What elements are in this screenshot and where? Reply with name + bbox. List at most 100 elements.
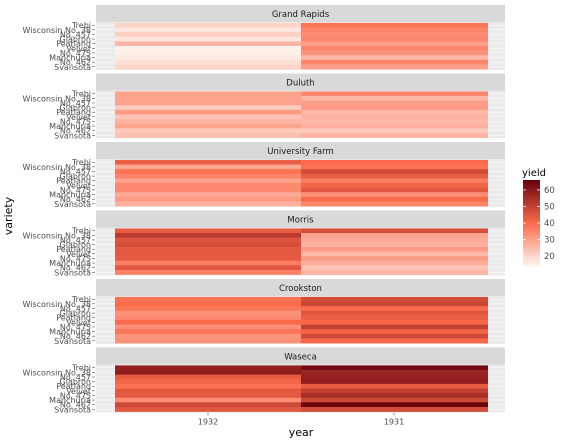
y-tick-label: Peatland	[56, 382, 91, 391]
legend-colorbar-segment	[523, 238, 540, 241]
legend-colorbar-segment	[523, 190, 540, 192]
heatmap-tile	[115, 310, 301, 316]
heatmap-tile	[301, 370, 488, 375]
y-tick-label: Manchuria	[49, 191, 91, 200]
heatmap-tile	[301, 64, 488, 70]
y-tick-label: Svansota	[54, 268, 91, 277]
heatmap-tile	[301, 159, 488, 165]
x-tick-label: 1932	[198, 418, 218, 427]
heatmap-tile	[115, 397, 301, 403]
legend-colorbar-segment	[523, 195, 540, 198]
legend-colorbar-segment	[523, 201, 540, 204]
legend: yield 20 30 40 50 60	[522, 168, 555, 267]
y-tick-label: Svansota	[54, 337, 91, 346]
legend-colorbar-segment	[523, 184, 540, 187]
legend-colorbar-segment	[523, 241, 540, 244]
y-tick-label: Manchuria	[49, 259, 91, 268]
heatmap-tile	[301, 201, 488, 207]
legend-colorbar-segment	[523, 264, 540, 267]
heatmap-tile	[115, 379, 301, 385]
y-tick-label: Velvet	[66, 318, 91, 327]
heatmap-tile	[301, 402, 488, 408]
heatmap-tile	[301, 260, 488, 266]
heatmap-tile	[301, 333, 488, 339]
legend-colorbar-segment	[523, 212, 540, 215]
y-tick-label: Peatland	[56, 40, 91, 49]
y-tick-label: Svansota	[54, 200, 91, 209]
legend-break-label: 60	[544, 186, 555, 196]
heatmap-tile	[301, 91, 488, 97]
legend-colorbar-segment	[523, 182, 540, 185]
y-tick-label: Glabron	[60, 241, 91, 250]
y-tick-label: Glabron	[60, 35, 91, 44]
legend-colorbar-segment	[523, 208, 540, 211]
heatmap-tile	[115, 109, 301, 115]
legend-break-label: 40	[544, 219, 555, 229]
y-tick-label: Manchuria	[49, 122, 91, 131]
heatmap-tile	[115, 100, 301, 106]
legend-colorbar-segment	[523, 243, 540, 245]
heatmap-tile	[301, 265, 488, 271]
heatmap-tile	[115, 123, 301, 129]
legend-colorbar-segment	[523, 202, 540, 205]
legend-colorbar-segment	[523, 205, 540, 208]
heatmap-tile	[301, 306, 488, 312]
legend-colorbar-segment	[523, 198, 540, 201]
heatmap-tile	[115, 296, 301, 302]
heatmap-tile	[115, 114, 301, 120]
heatmap-tile	[301, 310, 488, 316]
heatmap-tile	[115, 333, 301, 339]
heatmap-tile	[115, 201, 301, 207]
heatmap-tile	[301, 183, 488, 188]
legend-colorbar-segment	[523, 255, 540, 258]
heatmap-tile	[115, 64, 301, 70]
y-tick-label: No. 457	[60, 373, 91, 382]
heatmap-tile	[301, 338, 488, 344]
legend-colorbar-segment	[523, 250, 540, 253]
legend-colorbar-segment	[523, 215, 540, 218]
legend-title: yield	[522, 168, 546, 179]
heatmap-tile	[301, 41, 488, 47]
y-tick-label: No. 462	[60, 195, 91, 204]
y-tick-label: No. 475	[60, 49, 91, 58]
y-tick-label: Trebi	[71, 364, 91, 373]
legend-colorbar-segment	[523, 200, 540, 202]
y-tick-label: Glabron	[60, 104, 91, 113]
heatmap-tile	[301, 22, 488, 28]
legend-colorbar-segment	[523, 224, 540, 227]
y-tick-label: Wisconsin No. 38	[23, 94, 92, 103]
legend-colorbar-segment	[523, 235, 540, 238]
heatmap-tile	[301, 324, 488, 330]
heatmap-tile	[115, 329, 301, 335]
legend-colorbar-segment	[523, 223, 540, 225]
heatmap-tile	[115, 50, 301, 56]
legend-colorbar-segment	[523, 260, 540, 263]
y-tick-label: No. 457	[60, 30, 91, 39]
y-tick-label: Peatland	[56, 314, 91, 323]
legend-colorbar-segment	[523, 228, 540, 231]
heatmap-tile	[115, 22, 301, 28]
heatmap-tile	[301, 114, 488, 120]
legend-colorbar-segment	[523, 247, 540, 250]
heatmap-tile	[301, 388, 488, 394]
y-axis-title: variety	[2, 196, 15, 235]
legend-colorbar-segment	[523, 218, 540, 221]
legend-break-label: 50	[544, 202, 555, 212]
heatmap-tile	[115, 105, 301, 111]
heatmap-tile	[301, 173, 488, 179]
y-tick-label: Trebi	[71, 158, 91, 167]
legend-colorbar-segment	[523, 248, 540, 251]
heatmap-tile	[301, 36, 488, 42]
y-tick-label: Trebi	[71, 90, 91, 99]
heatmap-tile	[301, 109, 488, 115]
heatmap-tile	[115, 132, 301, 138]
legend-colorbar-segment	[523, 207, 540, 210]
legend-colorbar-segment	[523, 192, 540, 195]
y-tick-label: Manchuria	[49, 328, 91, 337]
legend-break-label: 30	[544, 236, 555, 246]
heatmap-tile	[115, 383, 301, 389]
